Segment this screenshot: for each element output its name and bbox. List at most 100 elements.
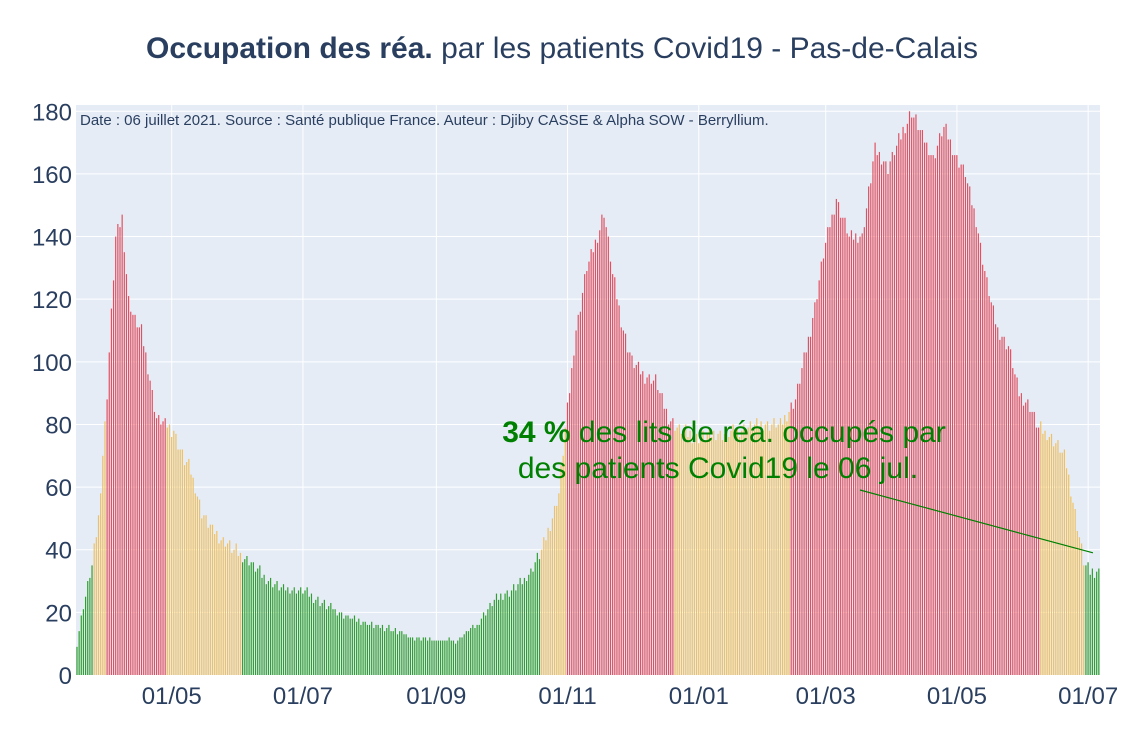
bar xyxy=(721,440,723,675)
bar xyxy=(945,123,947,676)
bar xyxy=(788,411,790,675)
bar xyxy=(756,418,758,675)
bar xyxy=(999,339,1001,675)
bar xyxy=(93,543,95,675)
bar xyxy=(911,117,913,676)
bar xyxy=(444,640,446,675)
bar xyxy=(407,637,409,675)
bar xyxy=(852,239,855,675)
bar xyxy=(336,615,338,675)
bar xyxy=(695,433,698,675)
bar xyxy=(902,126,904,675)
bar xyxy=(332,609,334,675)
bar xyxy=(930,155,932,676)
bar xyxy=(992,305,995,675)
bar xyxy=(237,555,239,675)
bar xyxy=(399,631,401,675)
bar xyxy=(1042,433,1044,675)
bar xyxy=(812,317,814,675)
bar xyxy=(906,123,908,676)
bar xyxy=(214,534,216,675)
y-tick-label: 180 xyxy=(32,99,72,126)
bar xyxy=(455,643,457,675)
bar xyxy=(947,139,949,675)
bar xyxy=(702,430,704,675)
bar xyxy=(235,543,237,675)
bar xyxy=(708,427,711,675)
bar xyxy=(975,227,977,675)
bar xyxy=(599,230,601,675)
bar xyxy=(754,424,756,675)
bar xyxy=(1085,565,1087,675)
bar xyxy=(121,214,123,675)
bar xyxy=(323,599,325,675)
bar xyxy=(110,308,112,675)
bar xyxy=(102,455,104,675)
bar xyxy=(607,236,609,676)
bar xyxy=(91,565,93,675)
bar xyxy=(631,355,633,675)
bar xyxy=(794,399,797,675)
bar xyxy=(960,164,962,675)
bar xyxy=(420,640,422,675)
bar xyxy=(833,214,835,675)
bar xyxy=(657,390,659,675)
bar xyxy=(188,458,190,675)
bar xyxy=(278,590,280,675)
bar xyxy=(868,186,870,675)
bar xyxy=(730,430,732,675)
bar xyxy=(482,612,485,675)
bar xyxy=(474,628,476,675)
bar xyxy=(313,602,315,675)
bar xyxy=(128,296,130,675)
bar xyxy=(364,621,366,675)
bar xyxy=(498,599,500,675)
bar xyxy=(979,242,982,676)
bar xyxy=(558,493,560,675)
bar xyxy=(291,590,293,675)
annotation-line-1-rest: des lits de réa. occupés par xyxy=(571,416,946,449)
bar xyxy=(904,133,906,675)
bar xyxy=(528,574,530,675)
bar xyxy=(233,549,235,675)
bar xyxy=(1044,430,1046,675)
bar xyxy=(659,393,661,675)
bar xyxy=(603,217,605,675)
bar xyxy=(760,421,762,675)
bar xyxy=(596,242,599,676)
bar xyxy=(954,155,956,676)
bar xyxy=(738,436,741,675)
bar xyxy=(990,302,992,675)
bar xyxy=(295,593,297,675)
bar xyxy=(844,217,846,675)
bar xyxy=(87,581,89,675)
bar xyxy=(270,577,272,675)
bar xyxy=(519,577,521,675)
bar xyxy=(818,280,820,675)
bar xyxy=(736,427,739,675)
y-axis: 0 20 40 60 80 100 120 140 160 180 xyxy=(32,99,72,690)
bar xyxy=(926,142,928,676)
bar xyxy=(207,527,209,675)
bar xyxy=(306,587,308,675)
bar xyxy=(250,562,252,675)
bar xyxy=(969,186,971,675)
bar xyxy=(476,624,478,675)
bar xyxy=(635,364,637,675)
bar xyxy=(125,274,128,675)
bar xyxy=(252,562,254,675)
y-tick-label: 0 xyxy=(59,663,72,690)
bar xyxy=(609,261,612,675)
bar xyxy=(356,621,358,675)
bar xyxy=(624,333,627,675)
bar xyxy=(586,270,588,675)
bar xyxy=(562,455,564,675)
bar xyxy=(560,465,562,675)
bar xyxy=(743,424,745,675)
bar xyxy=(470,628,472,675)
bar xyxy=(340,612,343,675)
bar xyxy=(246,555,248,675)
bar xyxy=(433,640,435,675)
bar xyxy=(700,436,702,675)
bar xyxy=(1063,449,1065,675)
